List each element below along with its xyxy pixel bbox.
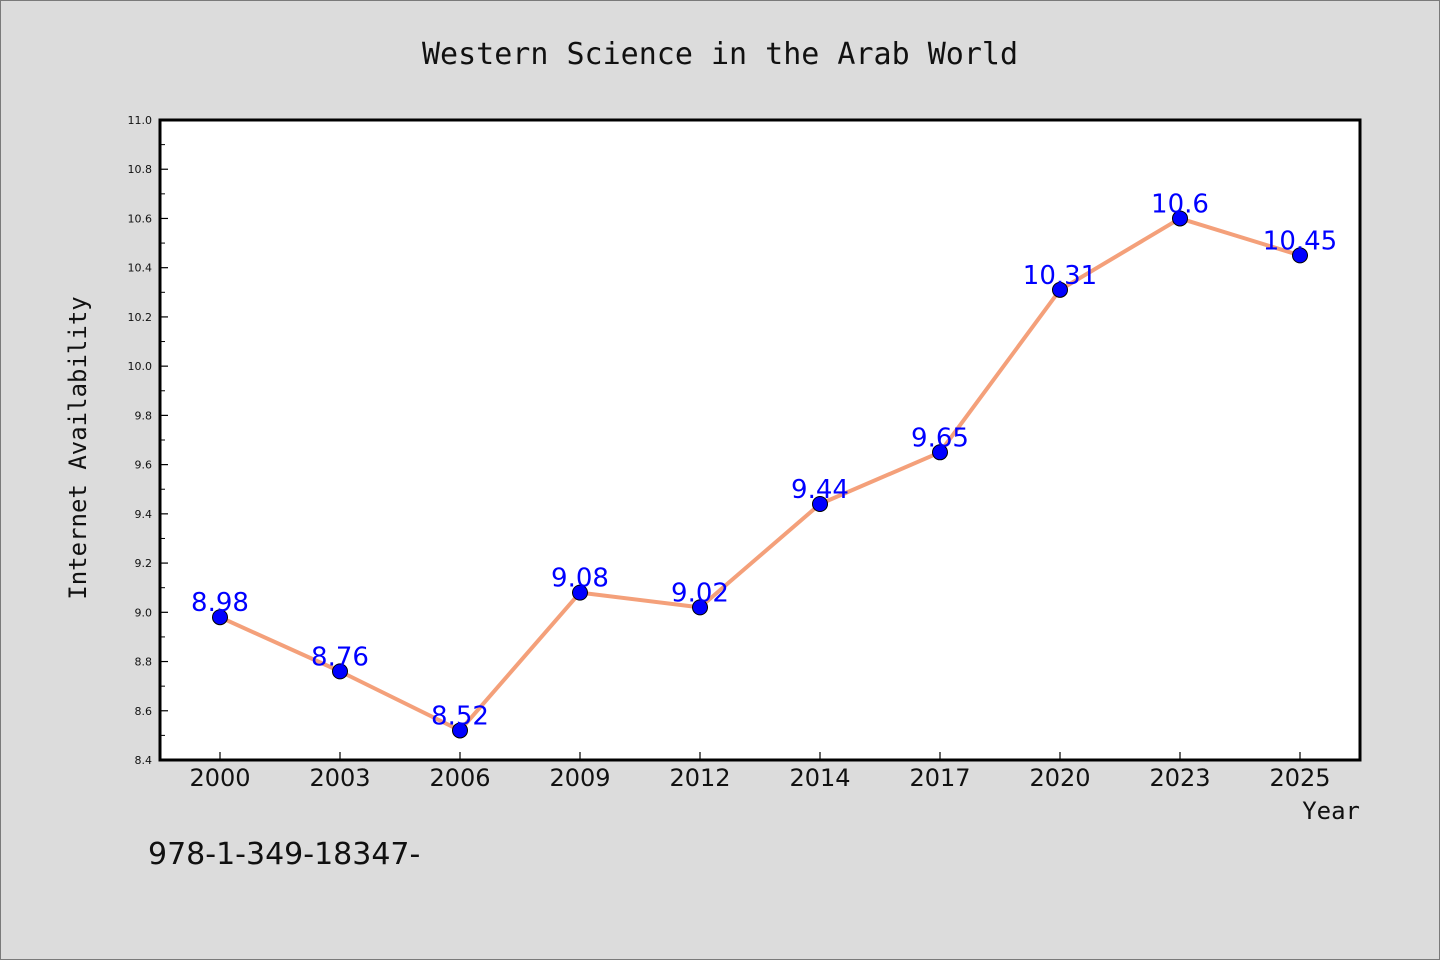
y-tick-label: 10.0 [128, 360, 153, 373]
y-tick-label: 9.4 [135, 508, 153, 521]
y-tick-label: 9.0 [135, 606, 153, 619]
x-axis-label: Year [1302, 797, 1360, 825]
data-label: 9.02 [671, 578, 729, 608]
x-tick-label: 2006 [429, 764, 490, 792]
data-label: 10.6 [1151, 189, 1209, 219]
data-label: 8.52 [431, 701, 489, 731]
data-point [1172, 210, 1188, 227]
y-tick-label: 9.6 [135, 459, 153, 472]
y-tick-label: 8.8 [135, 656, 153, 669]
footer-isbn: 978-1-349-18347- [148, 837, 420, 872]
x-tick-label: 2003 [309, 764, 370, 792]
y-tick-label: 9.2 [135, 557, 153, 570]
x-tick-label: 2017 [909, 764, 970, 792]
data-label: 10.31 [1023, 261, 1097, 291]
data-label: 9.65 [911, 423, 969, 453]
y-tick-label: 9.8 [135, 409, 153, 422]
x-tick-label: 2020 [1029, 764, 1090, 792]
y-tick-label: 10.8 [128, 163, 153, 176]
plot-border [158, 118, 1362, 762]
y-tick-label: 10.2 [128, 311, 153, 324]
x-tick-label: 2025 [1269, 764, 1330, 792]
data-point [1292, 247, 1308, 264]
data-point [932, 444, 948, 461]
data-point [212, 609, 228, 626]
data-label: 8.76 [311, 642, 369, 672]
y-tick-label: 10.6 [128, 212, 153, 225]
data-point [692, 599, 708, 616]
x-tick-label: 2000 [189, 764, 250, 792]
data-point [332, 663, 348, 680]
series-line [219, 216, 1301, 733]
data-label: 8.98 [191, 588, 249, 618]
x-tick-label: 2012 [669, 764, 730, 792]
data-point [452, 722, 468, 739]
y-axis-label: Internet Availability [64, 296, 92, 599]
data-point [572, 584, 588, 601]
y-tick-label: 8.4 [135, 754, 153, 767]
data-point [1052, 281, 1068, 298]
x-tick-label: 2009 [549, 764, 610, 792]
data-point [812, 496, 828, 512]
data-markers [212, 210, 1308, 739]
y-tick-label: 11.0 [128, 114, 153, 127]
data-label: 9.44 [791, 475, 849, 505]
x-axis: 2000 2003 2006 2009 2012 2014 2017 2020 2023 2025 [189, 752, 1331, 792]
data-labels: 8.98 8.76 8.52 9.08 9.02 9.44 9.65 10.31 10.6 10.… [191, 189, 1337, 731]
data-label: 10.45 [1263, 226, 1337, 256]
y-axis: 8.4 8.6 8.8 9.0 9.2 9.4 9.6 9.8 10.0 10.2 10.4 10.6… [128, 114, 168, 767]
plot-area [160, 120, 1360, 760]
x-tick-label: 2023 [1149, 764, 1210, 792]
x-tick-label: 2014 [789, 764, 850, 792]
y-tick-label: 8.6 [135, 705, 153, 718]
data-label: 9.08 [551, 564, 609, 594]
chart-title: Western Science in the Arab World [422, 37, 1018, 72]
y-tick-label: 10.4 [128, 262, 153, 275]
